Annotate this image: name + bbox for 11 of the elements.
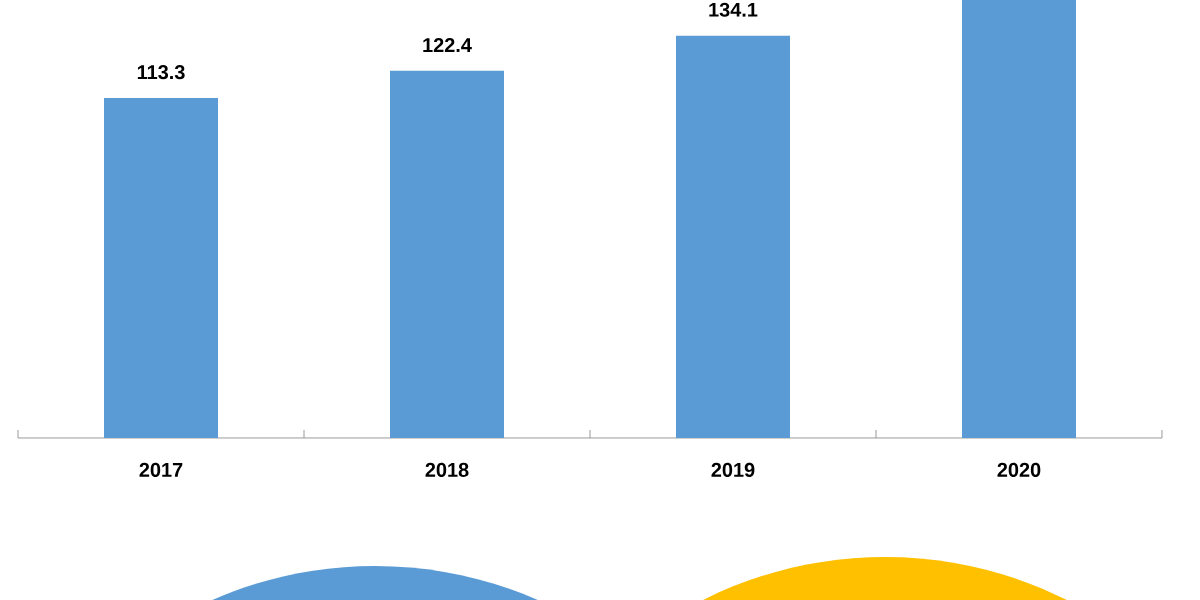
x-tick-label: 2020	[997, 462, 1041, 477]
bar	[104, 98, 219, 438]
x-tick-label: 2019	[711, 462, 755, 477]
bar	[390, 70, 504, 438]
bar	[675, 35, 790, 438]
data-label: 122.4	[423, 38, 472, 52]
x-tick-label: 2018	[425, 462, 469, 477]
data-label: 113.3	[137, 65, 185, 80]
bar	[961, 0, 1076, 438]
data-label: 134.1	[709, 2, 758, 17]
x-tick-label: 2017	[139, 462, 183, 477]
